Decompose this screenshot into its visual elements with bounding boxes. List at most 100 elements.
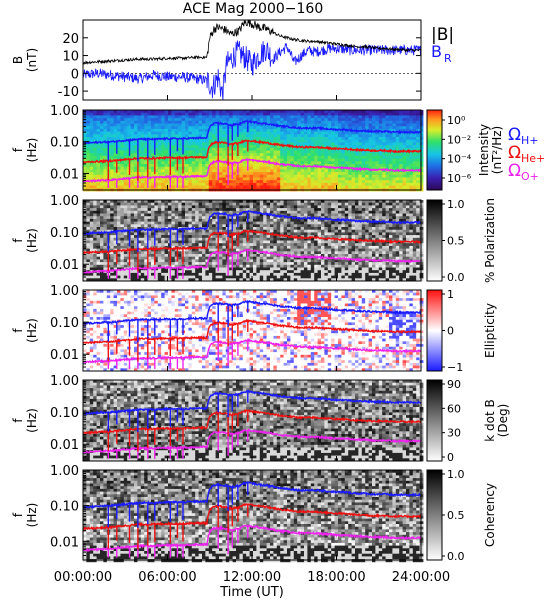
spectro-cell bbox=[171, 243, 176, 247]
spectro-cell bbox=[249, 267, 254, 271]
spectro-cell bbox=[219, 112, 223, 116]
spectro-cell bbox=[144, 245, 148, 249]
spectro-cell bbox=[259, 123, 264, 127]
spectro-cell bbox=[117, 145, 121, 149]
spectro-cell bbox=[314, 139, 318, 143]
spectro-cell bbox=[321, 161, 325, 165]
spectro-cell bbox=[168, 123, 172, 127]
spectro-cell bbox=[412, 166, 417, 170]
spectro-cell bbox=[389, 169, 393, 173]
spectro-cell bbox=[185, 275, 189, 279]
spectro-cell bbox=[365, 126, 369, 130]
spectro-cell bbox=[103, 182, 108, 186]
spectro-cell bbox=[334, 110, 339, 114]
spectro-cell bbox=[147, 110, 152, 114]
spectro-cell bbox=[103, 251, 108, 255]
spectro-cell bbox=[375, 137, 380, 141]
spectro-cell bbox=[86, 110, 91, 114]
spectro-cell bbox=[338, 150, 342, 154]
spectro-cell bbox=[324, 142, 329, 146]
spectro-cell bbox=[361, 161, 366, 165]
spectro-cell bbox=[89, 147, 94, 151]
spectro-cell bbox=[86, 174, 91, 178]
spectro-cell bbox=[178, 120, 182, 124]
spectro-cell bbox=[147, 278, 152, 282]
spectro-cell bbox=[208, 158, 213, 162]
spectro-cell bbox=[416, 134, 420, 138]
spectro-cell bbox=[368, 137, 373, 141]
spectro-cell bbox=[372, 115, 376, 119]
spectro-cell bbox=[348, 155, 352, 159]
spectro-cell bbox=[164, 248, 169, 252]
spectro-cell bbox=[208, 112, 213, 116]
spectro-cell bbox=[382, 110, 386, 114]
spectro-cell bbox=[327, 137, 332, 141]
spectro-cell bbox=[232, 126, 237, 130]
spectro-cell bbox=[161, 128, 165, 132]
spectro-cell bbox=[263, 182, 267, 186]
spectro-cell bbox=[205, 275, 210, 279]
spectro-cell bbox=[378, 126, 383, 130]
spectro-cell bbox=[100, 172, 104, 176]
spectro-cell bbox=[266, 275, 271, 279]
spectro-cell bbox=[106, 227, 111, 231]
spectro-cell bbox=[341, 145, 346, 149]
spectro-cell bbox=[127, 227, 131, 231]
spectro-cell bbox=[103, 240, 108, 244]
spectro-cell bbox=[287, 142, 291, 146]
spectro-cell bbox=[212, 169, 216, 173]
spectro-cell bbox=[392, 142, 397, 146]
spectro-cell bbox=[100, 147, 104, 151]
spectro-cell bbox=[368, 142, 373, 146]
spectro-cell bbox=[276, 134, 281, 138]
spectro-cell bbox=[113, 110, 118, 114]
spectro-cell bbox=[137, 240, 142, 244]
spectro-cell bbox=[154, 118, 159, 122]
spectro-cell bbox=[317, 110, 322, 114]
spectro-cell bbox=[287, 166, 291, 170]
spectro-cell bbox=[134, 137, 138, 141]
spectro-cell bbox=[89, 169, 94, 173]
spectro-cell bbox=[232, 254, 237, 258]
spectro-cell bbox=[297, 174, 301, 178]
spectro-cell bbox=[178, 131, 182, 135]
spectro-cell bbox=[300, 115, 305, 119]
spectro-cell bbox=[123, 237, 128, 241]
spectro-cell bbox=[324, 185, 329, 189]
spectro-cell bbox=[144, 177, 148, 181]
spectro-cell bbox=[130, 131, 135, 135]
spectro-cell bbox=[83, 224, 87, 228]
spectro-cell bbox=[198, 221, 203, 225]
spectro-cell bbox=[89, 221, 94, 225]
spectro-cell bbox=[103, 256, 108, 260]
spectro-cell bbox=[293, 155, 298, 159]
spectro-cell bbox=[140, 262, 145, 266]
spectro-cell bbox=[324, 145, 329, 149]
spectro-cell bbox=[378, 182, 383, 186]
spectro-cell bbox=[100, 213, 104, 217]
spectro-cell bbox=[219, 270, 223, 274]
spectro-cell bbox=[137, 180, 142, 184]
spectro-cell bbox=[117, 245, 121, 249]
spectro-cell bbox=[310, 155, 315, 159]
spectro-cell bbox=[134, 216, 138, 220]
spectro-cell bbox=[89, 235, 94, 239]
spectro-cell bbox=[327, 120, 332, 124]
spectro-cell bbox=[205, 161, 210, 165]
spectro-cell bbox=[287, 158, 291, 162]
colorbar-label: Intensity (nT²/Hz) bbox=[477, 124, 504, 176]
spectro-cell bbox=[331, 150, 335, 154]
spectro-cell bbox=[395, 164, 400, 168]
spectro-cell bbox=[334, 131, 339, 135]
spectro-cell bbox=[110, 205, 114, 209]
spectro-cell bbox=[280, 169, 284, 173]
spectro-cell bbox=[137, 118, 142, 122]
spectro-cell bbox=[123, 118, 128, 122]
spectro-cell bbox=[276, 200, 281, 204]
spectro-cell bbox=[151, 164, 155, 168]
spectro-cell bbox=[198, 235, 203, 239]
spectro-cell bbox=[205, 205, 210, 209]
spectro-cell bbox=[270, 216, 274, 220]
spectro-cell bbox=[239, 259, 244, 263]
spectro-cell bbox=[144, 216, 148, 220]
